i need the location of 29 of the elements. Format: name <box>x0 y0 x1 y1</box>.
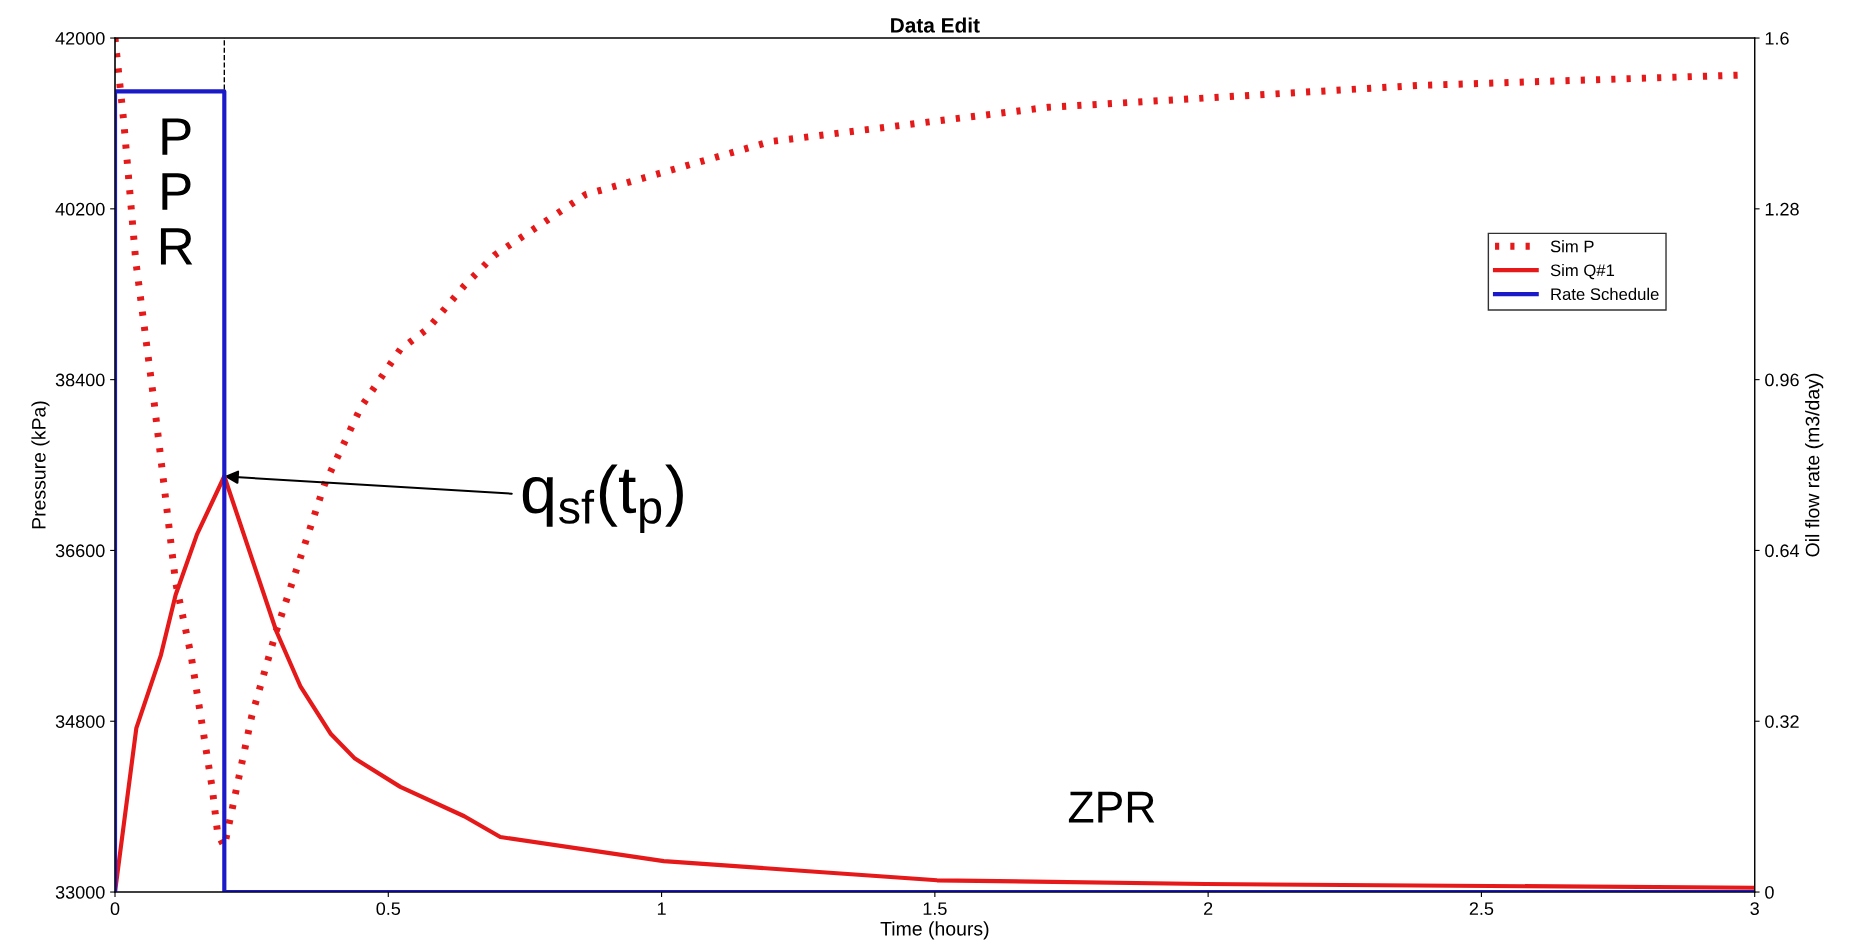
y-tick-label: 33000 <box>55 885 105 899</box>
y2-tick-label: 0.96 <box>1765 373 1799 387</box>
y-axis-title: Pressure (kPa) <box>31 401 50 529</box>
legend-label: Sim P <box>1550 240 1594 253</box>
x-tick-label: 2 <box>1204 902 1213 915</box>
x-tick-label: 0 <box>110 902 120 916</box>
y2-tick-label: 0 <box>1765 885 1774 899</box>
chart-title: Data Edit <box>891 17 980 33</box>
x-tick-label: 1 <box>657 902 666 915</box>
x-tick-label: 3 <box>1750 902 1759 916</box>
x-tick-label: 1.5 <box>923 902 947 916</box>
y2-tick-label: 1.28 <box>1765 202 1799 216</box>
annotation: q$_{sf}$(t$_{p}$) <box>522 464 683 534</box>
y-tick-label: 34800 <box>55 715 105 728</box>
y-tick-label: 40200 <box>55 202 105 216</box>
y2-axis-title: Oil flow rate (m3/day) <box>1805 373 1824 557</box>
y-tick-label: 38400 <box>55 373 105 387</box>
x-axis-title: Time (hours) <box>880 921 989 940</box>
y2-tick-label: 0.64 <box>1765 544 1800 558</box>
annotation: ZPR <box>1068 791 1155 823</box>
y-tick-label: 36600 <box>55 544 105 558</box>
x-tick-label: 2.5 <box>1469 902 1494 916</box>
y2-tick-label: 0.32 <box>1765 715 1799 728</box>
y-tick-label: 42000 <box>55 31 105 45</box>
legend-label: Sim Q#1 <box>1550 263 1615 280</box>
y2-tick-label: 1.6 <box>1765 31 1789 45</box>
x-tick-label: 0.5 <box>376 902 401 916</box>
legend-label: Rate Schedule <box>1551 287 1659 301</box>
annotation: P P R <box>160 118 193 265</box>
